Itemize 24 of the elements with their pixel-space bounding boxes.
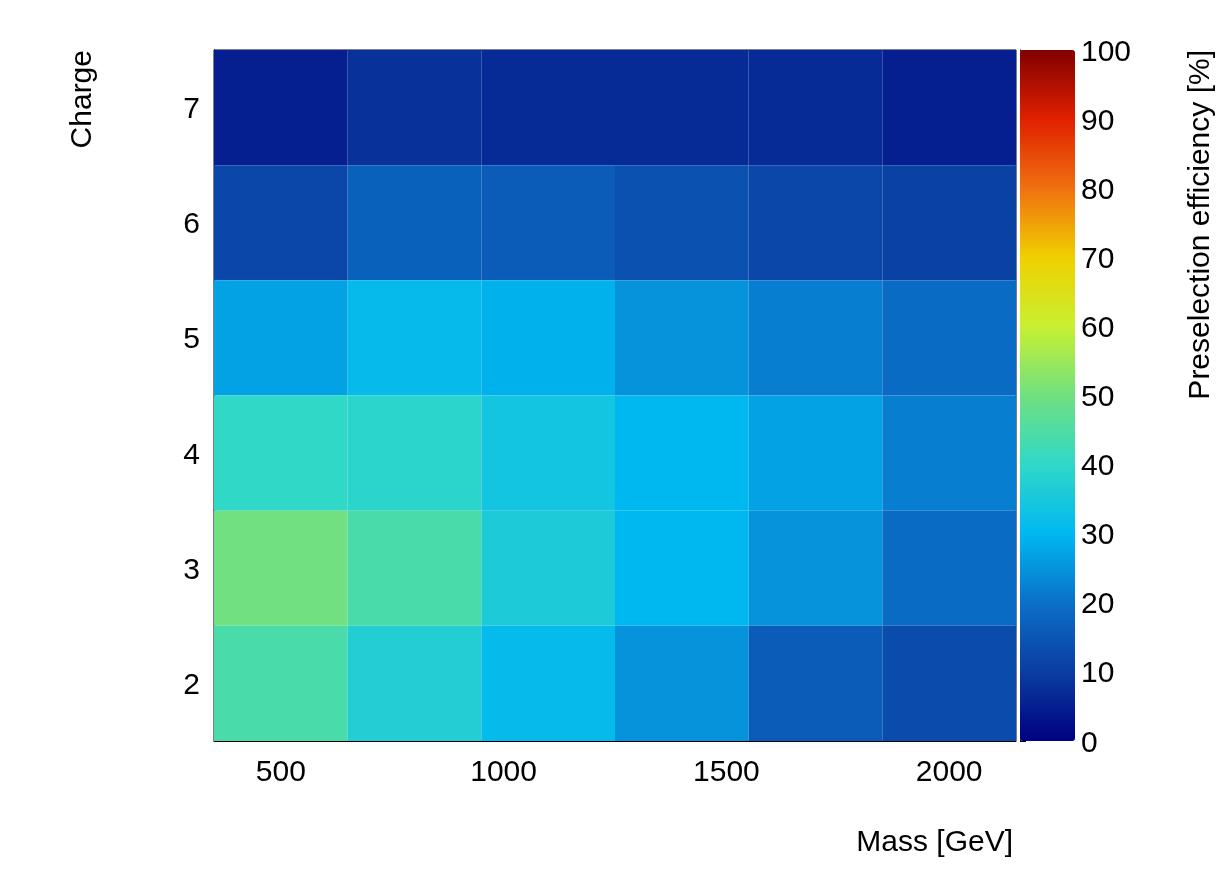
color-bar-label: 10 bbox=[1081, 655, 1115, 689]
y-tick-label: 4 bbox=[183, 436, 200, 470]
color-bar-title: Preselection efficiency [%] bbox=[1181, 50, 1215, 400]
color-bar-label: 0 bbox=[1081, 724, 1098, 758]
color-bar-label: 20 bbox=[1081, 586, 1115, 620]
y-tick-label: 2 bbox=[183, 666, 200, 700]
color-bar-label: 30 bbox=[1081, 517, 1115, 551]
color-bar-label: 80 bbox=[1081, 171, 1115, 205]
color-bar-label: 60 bbox=[1081, 309, 1115, 343]
y-tick-label: 6 bbox=[183, 206, 200, 240]
color-bar-label: 90 bbox=[1081, 102, 1115, 136]
x-tick-label: 1500 bbox=[693, 753, 760, 787]
color-bar-label: 100 bbox=[1081, 33, 1132, 67]
y-tick-label: 7 bbox=[183, 91, 200, 125]
x-tick-label: 1000 bbox=[470, 753, 537, 787]
color-bar-label: 40 bbox=[1081, 448, 1115, 482]
y-tick-label: 3 bbox=[183, 551, 200, 585]
x-axis-title: Mass [GeV] bbox=[856, 823, 1013, 857]
color-bar-label: 70 bbox=[1081, 240, 1115, 274]
color-bar-label: 50 bbox=[1081, 379, 1115, 412]
y-axis-title: Charge bbox=[63, 50, 97, 149]
y-tick-label: 5 bbox=[183, 321, 200, 355]
x-tick-label: 2000 bbox=[915, 753, 983, 787]
x-tick-label: 500 bbox=[255, 753, 306, 787]
